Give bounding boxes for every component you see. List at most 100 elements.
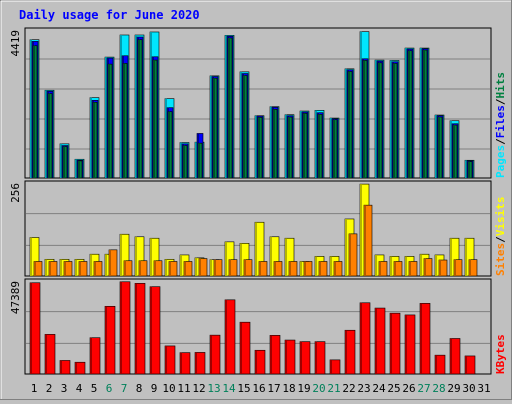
bar-shade-kbytes: [120, 281, 122, 374]
bar-shade-sites: [124, 260, 126, 276]
bar-shade-visits: [135, 236, 137, 276]
bar-shade-kbytes: [360, 302, 362, 374]
bar-shade-sites: [49, 261, 51, 276]
bar-shade-hits: [60, 143, 62, 178]
bar-shade-visits: [255, 222, 257, 276]
bar-shade-pages: [138, 39, 140, 179]
bar-shade-visits: [345, 218, 347, 276]
bar-shade-hits: [150, 31, 152, 178]
panels: 4419Pages/Files/Hits256Sites/Visits47389…: [9, 27, 507, 395]
legend-item-pages: Pages: [494, 145, 507, 178]
bar-shade-visits: [285, 238, 287, 276]
bar-shade-hits: [345, 68, 347, 178]
bar-shade-visits: [270, 236, 272, 276]
bar-shade-kbytes: [465, 355, 467, 374]
bar-shade-kbytes: [375, 308, 377, 374]
day-label: 11: [177, 382, 190, 395]
bar-shade-visits: [30, 237, 32, 276]
legend-item-separator: /: [494, 236, 507, 243]
bar-shade-sites: [34, 261, 36, 276]
bar-shade-kbytes: [165, 345, 167, 374]
bar-shade-hits: [465, 160, 467, 178]
bar-shade-visits: [375, 254, 377, 276]
bar-shade-sites: [244, 259, 246, 276]
bar-shade-sites: [289, 261, 291, 276]
day-label: 24: [372, 382, 386, 395]
bar-shade-visits: [120, 234, 122, 276]
ymax-label-visits: 256: [9, 183, 22, 203]
bar-shade-kbytes: [210, 335, 212, 374]
bar-shade-kbytes: [150, 286, 152, 374]
bar-shade-visits: [360, 184, 362, 276]
bar-shade-visits: [330, 256, 332, 276]
legend-item-files: Files: [494, 105, 507, 138]
bar-shade-sites: [109, 249, 111, 276]
bar-shade-pages: [453, 125, 455, 178]
bar-shade-visits: [150, 238, 152, 276]
bar-shade-kbytes: [270, 335, 272, 374]
bar-shade-sites: [79, 261, 81, 276]
day-label: 21: [327, 382, 340, 395]
bar-shade-hits: [90, 97, 92, 178]
bar-shade-hits: [450, 120, 452, 178]
bar-shade-hits: [255, 115, 257, 178]
legend-item-separator: /: [494, 98, 507, 105]
bar-shade-pages: [363, 60, 365, 178]
bar-shade-pages: [48, 93, 50, 178]
bar-shade-visits: [435, 254, 437, 276]
bar-shade-pages: [348, 71, 350, 178]
day-label: 2: [46, 382, 53, 395]
bar-shade-hits: [225, 35, 227, 178]
day-label: 28: [432, 382, 445, 395]
bar-shade-pages: [123, 63, 125, 178]
day-label: 16: [252, 382, 265, 395]
bar-shade-kbytes: [255, 350, 257, 374]
bar-shade-pages: [303, 113, 305, 178]
bar-shade-visits: [405, 256, 407, 276]
bar-shade-pages: [153, 60, 155, 179]
bar-shade-visits: [195, 257, 197, 276]
legend-item-hits: Hits: [494, 72, 507, 99]
bar-shade-kbytes: [300, 341, 302, 374]
bar-shade-pages: [168, 111, 170, 178]
bar-shade-visits: [240, 243, 242, 276]
bar-shade-pages: [93, 102, 95, 178]
bar-shade-pages: [243, 75, 245, 178]
day-label: 6: [106, 382, 113, 395]
day-label: 5: [91, 382, 98, 395]
bar-shade-visits: [465, 238, 467, 276]
day-label: 18: [282, 382, 295, 395]
bar-shade-pages: [468, 161, 470, 178]
bar-shade-visits: [225, 241, 227, 276]
bar-shade-sites: [394, 261, 396, 276]
bar-shade-hits: [195, 142, 197, 178]
bar-shade-pages: [288, 117, 290, 178]
bar-shade-visits: [60, 259, 62, 276]
legend-item-separator: /: [494, 138, 507, 145]
bar-shade-sites: [259, 261, 261, 276]
day-label: 8: [136, 382, 143, 395]
bar-shade-pages: [423, 50, 425, 178]
bar-shade-pages: [408, 50, 410, 179]
bar-shade-kbytes: [240, 322, 242, 374]
bar-shade-pages: [258, 117, 260, 178]
bar-shade-visits: [315, 256, 317, 276]
ymax-label-kbytes: 47389: [9, 281, 22, 314]
bar-shade-visits: [90, 254, 92, 276]
bar-shade-sites: [379, 261, 381, 276]
bar-shade-kbytes: [450, 338, 452, 374]
day-label: 1: [31, 382, 38, 395]
bar-shade-sites: [139, 260, 141, 276]
bar-shade-hits: [390, 60, 392, 178]
bar-shade-pages: [273, 109, 275, 178]
day-label: 10: [162, 382, 175, 395]
day-label: 29: [447, 382, 460, 395]
legend-visits: Sites/Visits: [494, 197, 507, 277]
bar-shade-sites: [349, 233, 351, 276]
day-label: 27: [417, 382, 430, 395]
bar-shade-visits: [75, 259, 77, 276]
bar-shade-sites: [439, 260, 441, 276]
bar-shade-visits: [210, 259, 212, 276]
bar-shade-kbytes: [135, 283, 137, 374]
